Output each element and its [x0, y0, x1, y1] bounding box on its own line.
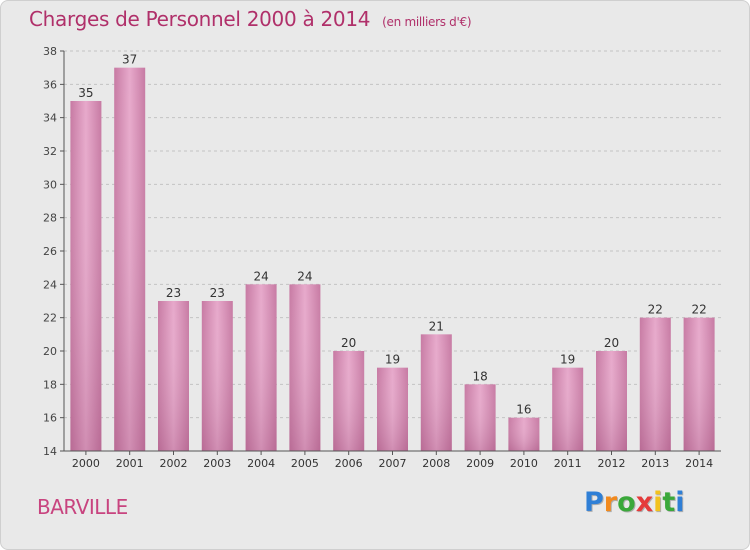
data-label: 24 [297, 269, 312, 283]
x-tick-label: 2000 [72, 457, 100, 470]
bar-shading [639, 317, 671, 451]
data-label: 19 [385, 353, 400, 367]
x-tick-label: 2013 [641, 457, 669, 470]
data-label: 35 [78, 86, 93, 100]
x-tick-label: 2005 [291, 457, 319, 470]
chart-title: Charges de Personnel 2000 à 2014 (en mill… [29, 7, 472, 31]
bar-shading [201, 301, 233, 451]
data-label: 23 [210, 286, 225, 300]
y-tick-label: 30 [43, 178, 57, 191]
data-label: 19 [560, 353, 575, 367]
data-label: 16 [516, 403, 531, 417]
bar-shading [464, 384, 496, 451]
y-tick-label: 36 [43, 78, 57, 91]
y-tick-label: 32 [43, 145, 57, 158]
bars [70, 67, 715, 452]
y-tick-label: 34 [43, 112, 57, 125]
x-tick-label: 2012 [598, 457, 626, 470]
title-text: Charges de Personnel 2000 à 2014 [29, 7, 371, 31]
axes [60, 50, 721, 455]
x-tick-label: 2002 [160, 457, 188, 470]
x-tick-label: 2011 [554, 457, 582, 470]
place-name: BARVILLE [37, 495, 128, 519]
bar-shading [420, 334, 452, 451]
x-tick-label: 2004 [247, 457, 275, 470]
y-tick-label: 22 [43, 312, 57, 325]
logo-letter: i [653, 487, 663, 518]
bar-shading [508, 417, 540, 451]
y-tick-label: 16 [43, 412, 57, 425]
bar-shading [70, 101, 102, 451]
logo-letter: o [617, 487, 636, 518]
x-tick-label: 2003 [203, 457, 231, 470]
y-tick-label: 26 [43, 245, 57, 258]
bar-shading [114, 67, 146, 452]
y-tick-label: 14 [43, 445, 57, 458]
logo-letter: i [675, 487, 685, 518]
chart-subtitle: (en milliers d'€) [382, 15, 472, 29]
x-tick-label: 2007 [379, 457, 407, 470]
x-tick-label: 2014 [685, 457, 713, 470]
x-tick-label: 2009 [466, 457, 494, 470]
logo-letter: r [603, 487, 618, 518]
logo-letter: x [635, 487, 654, 518]
data-label: 22 [648, 303, 663, 317]
y-tick-label: 18 [43, 378, 57, 391]
data-label: 18 [472, 369, 487, 383]
bar-shading [333, 351, 365, 451]
data-label: 20 [604, 336, 619, 350]
bar-shading [377, 367, 408, 451]
bar-shading [158, 301, 189, 451]
x-tick-label: 2006 [335, 457, 363, 470]
bar-shading [596, 351, 627, 451]
data-label: 22 [691, 303, 706, 317]
bar-shading [245, 284, 277, 451]
y-tick-label: 20 [43, 345, 57, 358]
bar-shading [683, 317, 715, 451]
logo-letter: P [584, 487, 604, 518]
bar-shading [289, 284, 321, 451]
y-tick-label: 38 [43, 45, 57, 58]
data-label: 24 [253, 269, 268, 283]
data-label: 21 [429, 319, 444, 333]
labels: 14 16 18 20 22 24 26 28 30 32 34 36 38 35 2000 37 2001 23… [43, 45, 713, 470]
proxiti-logo: Proxiti [584, 487, 685, 518]
data-label: 23 [166, 286, 181, 300]
y-tick-label: 28 [43, 212, 57, 225]
x-tick-label: 2010 [510, 457, 538, 470]
logo-letter: t [662, 487, 676, 518]
data-label: 37 [122, 53, 137, 67]
y-tick-label: 24 [43, 278, 57, 291]
x-tick-label: 2008 [422, 457, 450, 470]
bar-shading [552, 367, 584, 451]
data-label: 20 [341, 336, 356, 350]
x-tick-label: 2001 [116, 457, 144, 470]
